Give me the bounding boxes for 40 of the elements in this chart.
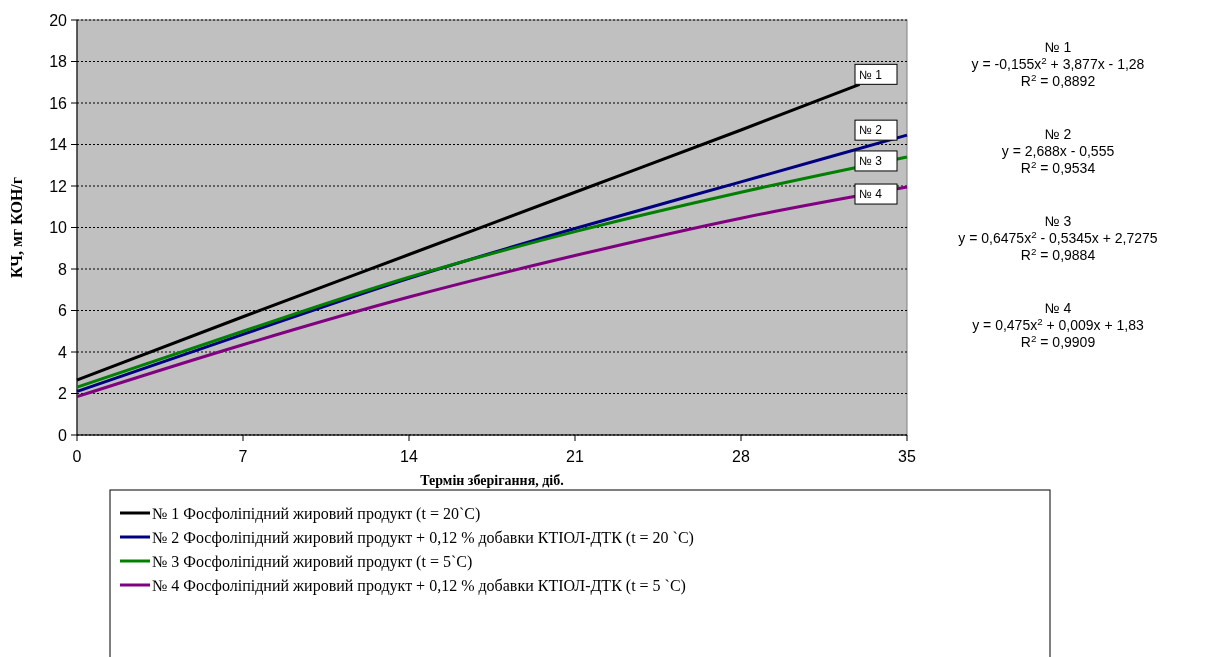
x-tick-label: 21 [566, 448, 584, 465]
y-tick-label: 14 [49, 136, 68, 154]
text: № 3 [1044, 213, 1072, 229]
annotation: № 3 [859, 154, 883, 169]
text: y = 0,475x$^{2}$ + 0,009x + 1,83 [972, 315, 1145, 333]
legend-label: № 4 Фосфоліпідний жировий продукт + 0,12 % добавки КТІОЛ-ДТК (t = 5 `C) [152, 576, 686, 595]
y-tick-label: 16 [49, 94, 68, 112]
y-tick-label: 0 [58, 426, 68, 444]
text: y = 2,688x - 0,555 [1001, 143, 1115, 159]
x-tick-label: 35 [898, 448, 916, 465]
y-tick-label: 12 [49, 177, 68, 195]
y-tick-label: 20 [49, 11, 68, 29]
text: y = -0,155x$^{2}$ + 3,877x - 1,28 [971, 54, 1145, 72]
y-tick-label: 10 [49, 219, 68, 237]
y-tick-label: 6 [58, 302, 68, 320]
y-tick-label: 18 [49, 53, 68, 71]
x-tick-label: 14 [400, 448, 418, 465]
legend-label: № 2 Фосфоліпідний жировий продукт + 0,12 % добавки КТІОЛ-ДТК (t = 20 `C) [152, 528, 694, 547]
text: R$^{2}$ = 0,8892 [1020, 71, 1096, 89]
annotation: № 1 [859, 67, 883, 82]
y-axis-title: КЧ, мг КОН/г [8, 176, 25, 279]
text: R$^{2}$ = 0,9884 [1020, 245, 1096, 263]
x-tick-label: 0 [72, 448, 82, 465]
text: № 2 [1044, 126, 1072, 142]
text: R$^{2}$ = 0,9534 [1020, 158, 1096, 176]
line-series [75, 185, 909, 399]
text: № 4 [1044, 300, 1072, 316]
x-axis-title: Термін зберігання, діб. [420, 473, 564, 488]
text: R$^{2}$ = 0,9909 [1020, 332, 1096, 350]
x-tick-label: 7 [238, 448, 248, 465]
text: № 1 [1044, 39, 1072, 55]
y-tick-label: 4 [58, 343, 68, 361]
y-tick-label: 8 [58, 260, 68, 278]
legend-label: № 3 Фосфоліпідний жировий продукт (t = 5`C) [152, 552, 473, 571]
y-tick-label: 2 [58, 385, 68, 403]
legend-label: № 1 Фосфоліпідний жировий продукт (t = 20`C) [152, 504, 481, 523]
text: y = 0,6475x$^{2}$ - 0,5345x + 2,7275 [958, 228, 1158, 246]
x-tick-label: 28 [732, 448, 750, 465]
annotation: № 2 [859, 123, 883, 138]
annotation: № 4 [859, 187, 883, 202]
